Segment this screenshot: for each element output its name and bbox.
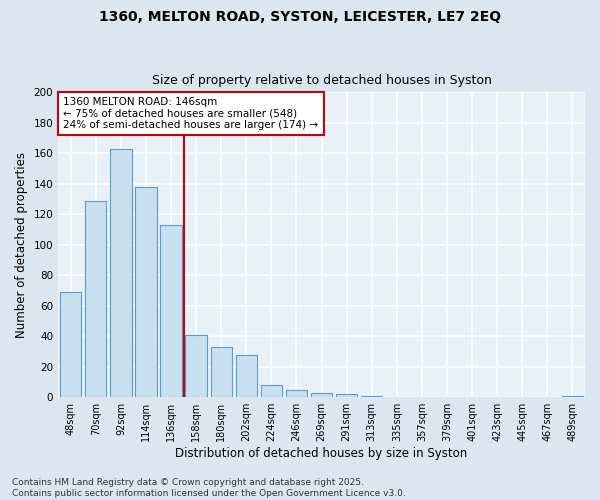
Bar [311, 392, 332, 397]
Text: Contains HM Land Registry data © Crown copyright and database right 2025.
Contai: Contains HM Land Registry data © Crown c… [12, 478, 406, 498]
Bar [160, 225, 182, 397]
Bar [185, 334, 207, 397]
Bar [562, 396, 583, 397]
Bar [336, 394, 358, 397]
Bar [236, 354, 257, 397]
Bar [286, 390, 307, 397]
Text: 1360 MELTON ROAD: 146sqm
← 75% of detached houses are smaller (548)
24% of semi-: 1360 MELTON ROAD: 146sqm ← 75% of detach… [64, 97, 319, 130]
Bar [85, 200, 106, 397]
Text: 1360, MELTON ROAD, SYSTON, LEICESTER, LE7 2EQ: 1360, MELTON ROAD, SYSTON, LEICESTER, LE… [99, 10, 501, 24]
Title: Size of property relative to detached houses in Syston: Size of property relative to detached ho… [152, 74, 491, 87]
Bar [261, 385, 282, 397]
X-axis label: Distribution of detached houses by size in Syston: Distribution of detached houses by size … [175, 447, 468, 460]
Bar [110, 148, 131, 397]
Bar [60, 292, 82, 397]
Bar [136, 187, 157, 397]
Y-axis label: Number of detached properties: Number of detached properties [15, 152, 28, 338]
Bar [361, 396, 382, 397]
Bar [211, 347, 232, 397]
